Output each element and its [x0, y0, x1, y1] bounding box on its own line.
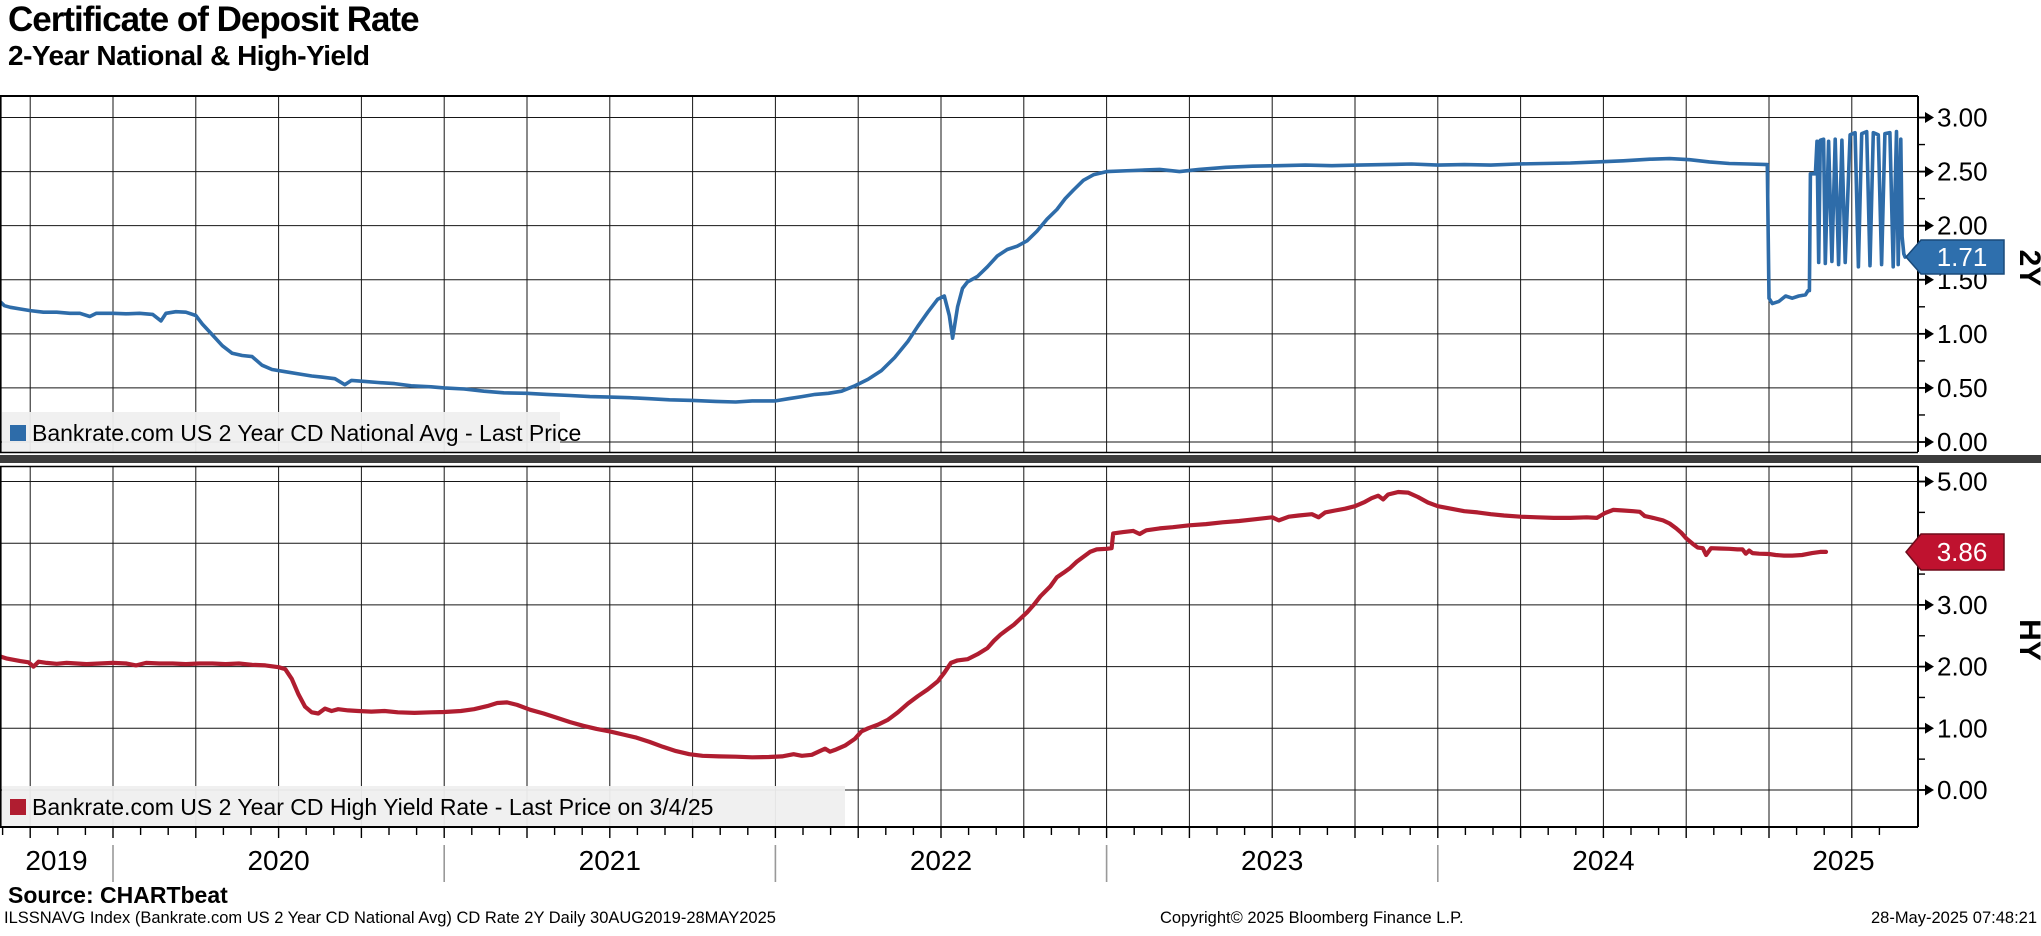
series-lines: [0, 129, 1907, 760]
svg-text:2.00: 2.00: [1937, 652, 1988, 682]
svg-text:3.00: 3.00: [1937, 590, 1988, 620]
axis-name-hy: HY: [2013, 619, 2041, 661]
footer-source: Source: CHARTbeat: [8, 882, 228, 908]
badge-hy-shape: [1905, 533, 2005, 571]
svg-text:2.50: 2.50: [1937, 157, 1988, 187]
svg-text:2021: 2021: [579, 845, 641, 876]
gridlines: [0, 96, 1918, 827]
chart-title: Certificate of Deposit Rate: [8, 0, 420, 39]
svg-text:5.00: 5.00: [1937, 467, 1988, 497]
svg-text:2.00: 2.00: [1937, 211, 1988, 241]
footer-security-info: ILSSNAVG Index (Bankrate.com US 2 Year C…: [4, 909, 776, 927]
svg-text:2020: 2020: [247, 845, 309, 876]
badge-2y-shape: [1904, 239, 2005, 275]
svg-text:2019: 2019: [25, 845, 87, 876]
chart-subtitle: 2-Year National & High-Yield: [8, 40, 370, 71]
svg-text:2023: 2023: [1241, 845, 1303, 876]
axis-name-2y: 2Y: [2013, 250, 2041, 287]
svg-text:0.00: 0.00: [1937, 775, 1988, 805]
legend-2y-label: Bankrate.com US 2 Year CD National Avg -…: [32, 420, 581, 446]
svg-text:1.00: 1.00: [1937, 713, 1988, 743]
badge-hy-value: 3.86: [1937, 537, 1988, 567]
panel-separator: [0, 451, 2041, 468]
svg-text:0.50: 0.50: [1937, 373, 1988, 403]
footer-timestamp: 28-May-2025 07:48:21: [1870, 909, 2037, 927]
x-axis-year-labels: 2019 2020 2021 2022 2023 2024 2025: [1, 827, 1881, 882]
svg-text:2025: 2025: [1812, 845, 1874, 876]
plot-frame: [0, 95, 1919, 828]
last-price-badge-hy: 3.86: [1905, 533, 2005, 571]
svg-text:2022: 2022: [910, 845, 972, 876]
legend-2y-background: [2, 412, 560, 453]
svg-text:2024: 2024: [1572, 845, 1634, 876]
last-price-badge-2y: 1.71: [1904, 239, 2005, 275]
svg-text:3.00: 3.00: [1937, 103, 1988, 133]
legend-hy-background: [2, 786, 845, 827]
legend-hy-rate: Bankrate.com US 2 Year CD High Yield Rat…: [2, 786, 845, 827]
legend-hy-label: Bankrate.com US 2 Year CD High Yield Rat…: [32, 794, 713, 820]
footer-copyright: Copyright© 2025 Bloomberg Finance L.P.: [1160, 909, 1464, 927]
svg-text:0.00: 0.00: [1937, 427, 1988, 457]
legend-hy-marker-icon: [10, 799, 26, 815]
legend-2y-marker-icon: [10, 425, 26, 441]
badge-2y-value: 1.71: [1937, 242, 1988, 272]
legend-2y-national: Bankrate.com US 2 Year CD National Avg -…: [2, 412, 581, 453]
svg-text:1.00: 1.00: [1937, 319, 1988, 349]
